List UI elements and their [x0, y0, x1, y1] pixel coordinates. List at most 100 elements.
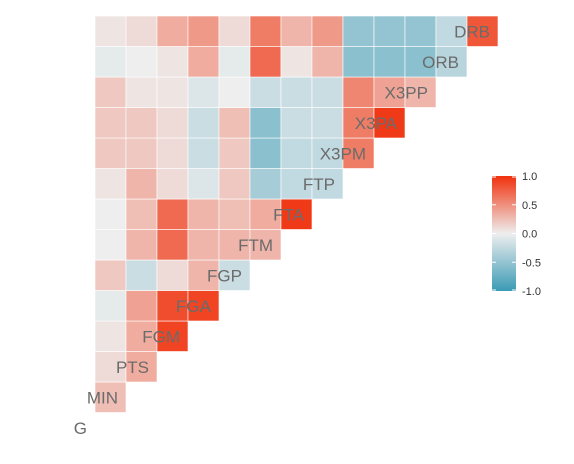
heatmap-cell-orb-fga — [218, 46, 251, 78]
heatmap-cell-x3pm-fga — [218, 137, 251, 169]
heatmap-cell-fgp-fga — [218, 259, 251, 291]
legend-tick-label: 0.5 — [522, 200, 537, 212]
heatmap-cell-fta-min — [125, 198, 158, 230]
heatmap-cell-orb-fgp — [249, 46, 282, 78]
heatmap-cell-x3pa-g — [94, 107, 127, 139]
heatmap-cell-fgp-min — [125, 259, 158, 291]
heatmap-cell-drb-fgp — [249, 15, 282, 47]
heatmap-cell-fgm-g — [94, 320, 127, 352]
heatmap-cell-x3pa-pts — [156, 107, 189, 139]
heatmap-cell-x3pa-ftp — [342, 107, 375, 139]
heatmap-cell-x3pa-fgp — [249, 107, 282, 139]
heatmap-cell-ftm-pts — [156, 229, 189, 261]
heatmap-cell-x3pp-ftm — [280, 76, 313, 108]
heatmap-cell-drb-ftp — [342, 15, 375, 47]
heatmap-cell-ftm-fgm — [187, 229, 220, 261]
variable-label-drb: DRB — [454, 22, 490, 41]
heatmap-cell-fta-fgp — [249, 198, 282, 230]
legend-tick-label: 0.0 — [522, 229, 537, 241]
heatmap-cell-x3pp-fgm — [187, 76, 220, 108]
heatmap-cell-min-g — [94, 381, 127, 413]
heatmap-cell-drb-ftm — [280, 15, 313, 47]
variable-label-ftm: FTM — [238, 236, 273, 255]
variable-label-fgm: FGM — [142, 327, 180, 346]
heatmap-cell-x3pm-g — [94, 137, 127, 169]
heatmap-cell-x3pa-min — [125, 107, 158, 139]
heatmap-cell-orb-pts — [156, 46, 189, 78]
heatmap-cell-pts-g — [94, 351, 127, 383]
heatmap-cell-fgm-min — [125, 320, 158, 352]
variable-label-fta: FTA — [273, 205, 305, 224]
heatmap-cell-drb-x3pa — [404, 15, 437, 47]
variable-label-x3pp: X3PP — [385, 83, 428, 102]
legend-tick-label: -0.5 — [522, 257, 541, 269]
heatmap-cell-orb-ftp — [342, 46, 375, 78]
heatmap-cell-drb-fta — [311, 15, 344, 47]
heatmap-cell-fta-pts — [156, 198, 189, 230]
heatmap-cell-orb-fgm — [187, 46, 220, 78]
variable-label-fga: FGA — [176, 297, 212, 316]
heatmap-cell-orb-x3pm — [373, 46, 406, 78]
heatmap-cell-drb-g — [94, 15, 127, 47]
variable-label-fgp: FGP — [207, 266, 242, 285]
heatmap-cell-x3pm-ftm — [280, 137, 313, 169]
heatmap-cell-fga-min — [125, 290, 158, 322]
heatmap-cell-x3pm-fgm — [187, 137, 220, 169]
heatmap-cell-ftp-fgp — [249, 168, 282, 200]
heatmap-cell-fta-g — [94, 198, 127, 230]
heatmap-cell-x3pp-fga — [218, 76, 251, 108]
heatmap-cell-ftm-fgp — [249, 229, 282, 261]
heatmap-cell-orb-min — [125, 46, 158, 78]
heatmap-cell-x3pa-fgm — [187, 107, 220, 139]
heatmap-cell-x3pp-x3pa — [404, 76, 437, 108]
heatmap-cell-x3pm-fgp — [249, 137, 282, 169]
heatmap-cell-x3pp-ftp — [342, 76, 375, 108]
heatmap-cell-x3pm-ftp — [342, 137, 375, 169]
heatmap-cell-drb-min — [125, 15, 158, 47]
heatmap-cell-fgm-pts — [156, 320, 189, 352]
heatmap-cell-x3pp-pts — [156, 76, 189, 108]
heatmap-cell-ftp-ftm — [280, 168, 313, 200]
color-legend: 1.0 0.5 0.0 -0.5 -1.0 — [492, 171, 541, 298]
heatmap-cell-ftm-g — [94, 229, 127, 261]
heatmap-cell-ftp-pts — [156, 168, 189, 200]
heatmap-cell-ftp-fgm — [187, 168, 220, 200]
heatmap-cell-orb-ftm — [280, 46, 313, 78]
heatmap-cell-ftp-min — [125, 168, 158, 200]
heatmap-cell-x3pp-fgp — [249, 76, 282, 108]
heatmap-cell-x3pm-pts — [156, 137, 189, 169]
legend-ticks: 1.0 0.5 0.0 -0.5 -1.0 — [492, 171, 541, 298]
heatmap-cell-drb-x3pm — [373, 15, 406, 47]
variable-label-pts: PTS — [116, 358, 149, 377]
heatmap-cell-x3pp-fta — [311, 76, 344, 108]
heatmap-cell-ftm-min — [125, 229, 158, 261]
heatmap-cell-fga-pts — [156, 290, 189, 322]
heatmap-cell-orb-x3pa — [404, 46, 437, 78]
heatmap-cell-ftp-fga — [218, 168, 251, 200]
variable-label-x3pm: X3PM — [320, 144, 366, 163]
heatmap-cell-fgp-g — [94, 259, 127, 291]
heatmap-cell-fta-fgm — [187, 198, 220, 230]
heatmap-cell-orb-g — [94, 46, 127, 78]
legend-tick-label: 1.0 — [522, 171, 537, 183]
heatmap-cell-x3pp-min — [125, 76, 158, 108]
heatmap-cell-drb-orb — [466, 15, 499, 47]
heatmap-cell-drb-pts — [156, 15, 189, 47]
variable-label-orb: ORB — [422, 53, 459, 72]
heatmap-cell-x3pa-ftm — [280, 107, 313, 139]
heatmap-cell-x3pm-min — [125, 137, 158, 169]
heatmap-cell-fga-g — [94, 290, 127, 322]
variable-label-x3pa: X3PA — [355, 114, 398, 133]
heatmap-cell-x3pp-g — [94, 76, 127, 108]
heatmap-cell-orb-fta — [311, 46, 344, 78]
heatmap-cell-ftm-fga — [218, 229, 251, 261]
heatmap-cells — [94, 15, 499, 413]
variable-label-g: G — [74, 419, 87, 438]
heatmap-cell-fgp-pts — [156, 259, 189, 291]
heatmap-cell-ftp-fta — [311, 168, 344, 200]
heatmap-cell-ftp-g — [94, 168, 127, 200]
heatmap-cell-fga-fgm — [187, 290, 220, 322]
variable-label-min: MIN — [87, 388, 118, 407]
